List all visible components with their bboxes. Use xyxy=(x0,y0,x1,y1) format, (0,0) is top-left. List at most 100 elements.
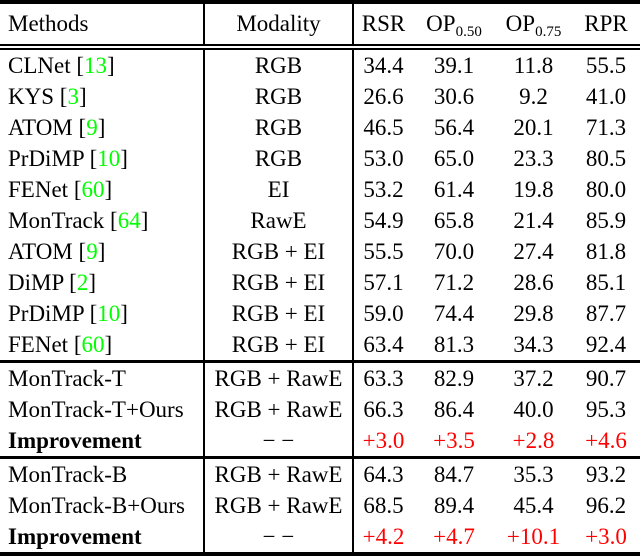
metric-value-cell: 63.4 xyxy=(352,329,413,362)
metric-value-cell: 90.7 xyxy=(585,365,627,391)
method-name: MonTrack-T+Ours xyxy=(8,396,184,422)
metric-value-cell: 59.0 xyxy=(352,298,413,329)
method-name: DiMP xyxy=(8,269,64,295)
metric-value-cell: +10.1 xyxy=(506,523,561,549)
method-name: ATOM xyxy=(8,114,73,140)
metric-value-cell: 81.3 xyxy=(433,331,475,357)
metric-value-cell: 92.4 xyxy=(585,331,627,357)
modality-cell: EI xyxy=(203,174,353,205)
col-header-rsr: RSR xyxy=(352,2,413,50)
metric-value-cell: 40.0 xyxy=(513,396,554,422)
method-cell: MonTrack-T xyxy=(0,362,204,395)
metric-value-cell: 37.2 xyxy=(513,365,554,391)
metric-value-cell: 64.3 xyxy=(352,457,413,490)
metric-value-cell: 11.8 xyxy=(513,52,554,78)
modality-cell: RGB + EI xyxy=(203,236,353,267)
metric-value-cell: +4.6 xyxy=(585,427,627,453)
table-row: MonTrack-B+Ours RGB + RawE 68.5 89.4 45.4 96.… xyxy=(0,490,640,521)
method-name: FENet xyxy=(8,331,69,357)
citation-ref: 64 xyxy=(117,207,141,233)
method-cell: MonTrack-B+Ours xyxy=(0,490,204,521)
metric-value-cell: 41.0 xyxy=(585,83,627,109)
metric-value-cell: 71.3 xyxy=(585,114,627,140)
modality-cell: RGB xyxy=(203,143,353,174)
method-name: MonTrack xyxy=(8,207,105,233)
metric-value-cell: 61.4 xyxy=(433,176,475,202)
metric-label-text: OP xyxy=(505,11,536,36)
method-name: PrDiMP xyxy=(8,145,84,171)
metric-value-cell: 80.0 xyxy=(585,176,627,202)
table-row: MonTrack [64] RawE 54.9 65.8 21.4 85.9 xyxy=(0,205,640,236)
metric-value-cell: 82.9 xyxy=(433,365,475,391)
citation-ref: 9 xyxy=(86,114,98,140)
method-cell: MonTrack [64] xyxy=(8,207,149,233)
col-header-op50: OP0.50 xyxy=(413,2,495,50)
metric-value-cell: 65.0 xyxy=(433,145,475,171)
metric-value-cell: 26.6 xyxy=(352,81,413,112)
method-name: PrDiMP xyxy=(8,300,84,326)
table-row: Improvement − − +3.0 +3.5 +2.8 +4.6 xyxy=(0,425,640,458)
modality-cell: RGB + EI xyxy=(203,329,353,362)
modality-cell: RGB + RawE xyxy=(203,490,353,521)
citation-ref: 3 xyxy=(67,83,79,109)
metric-sub-text: 0.75 xyxy=(535,24,562,40)
metric-value-cell: +4.7 xyxy=(433,523,475,549)
metric-value-cell: 34.4 xyxy=(352,47,413,81)
table-row: KYS [3] RGB 26.6 30.6 9.2 41.0 xyxy=(0,81,640,112)
metric-value-cell: 95.3 xyxy=(585,396,627,422)
row-group-2: MonTrack-T RGB + RawE 63.3 82.9 37.2 90.7 MonT… xyxy=(0,361,640,458)
method-cell: FENet [60] xyxy=(8,331,113,357)
modality-cell: RGB xyxy=(203,47,353,81)
table-row: DiMP [2] RGB + EI 57.1 71.2 28.6 85.1 xyxy=(0,267,640,298)
metric-value-cell: 74.4 xyxy=(433,300,475,326)
modality-cell: RGB xyxy=(203,112,353,143)
metric-value-cell: 89.4 xyxy=(433,492,475,518)
method-name: MonTrack-B+Ours xyxy=(8,492,185,518)
citation-ref: 9 xyxy=(86,238,98,264)
method-name: Improvement xyxy=(8,523,142,549)
metric-value-cell: 85.9 xyxy=(585,207,627,233)
metric-value-cell: +4.2 xyxy=(352,521,413,554)
metric-value-cell: 65.8 xyxy=(433,207,475,233)
metric-value-cell: 68.5 xyxy=(352,490,413,521)
metric-value-cell: 84.7 xyxy=(433,461,475,487)
metric-value-cell: 9.2 xyxy=(519,83,548,109)
table-row: MonTrack-B RGB + RawE 64.3 84.7 35.3 93.2 xyxy=(0,457,640,490)
modality-cell: RGB + RawE xyxy=(203,361,353,394)
metric-value-cell: 21.4 xyxy=(513,207,554,233)
modality-cell: RGB xyxy=(203,81,353,112)
table-row: FENet [60] RGB + EI 63.4 81.3 34.3 92.4 xyxy=(0,329,640,362)
modality-cell: RGB + EI xyxy=(203,267,353,298)
col-header-rpr: RPR xyxy=(572,2,640,50)
citation-ref: 10 xyxy=(97,145,121,171)
metric-value-cell: 23.3 xyxy=(513,145,554,171)
modality-cell: RawE xyxy=(203,205,353,236)
metric-value-cell: +3.0 xyxy=(585,523,627,549)
metric-value-cell: 85.1 xyxy=(585,269,627,295)
modality-cell: − − xyxy=(203,425,353,458)
method-name: Improvement xyxy=(8,427,142,453)
method-cell: CLNet [13] xyxy=(8,52,115,78)
metric-label-text: OP xyxy=(426,11,456,36)
metric-value-cell: 53.0 xyxy=(352,143,413,174)
table-row: FENet [60] EI 53.2 61.4 19.8 80.0 xyxy=(0,174,640,205)
method-name: ATOM xyxy=(8,238,73,264)
method-cell: ATOM [9] xyxy=(8,114,106,140)
citation-ref: 13 xyxy=(84,52,108,78)
modality-cell: RGB + EI xyxy=(203,298,353,329)
table-row: Improvement − − +4.2 +4.7 +10.1 +3.0 xyxy=(0,521,640,554)
method-name: CLNet xyxy=(8,52,71,78)
citation-ref: 60 xyxy=(81,331,105,357)
metric-value-cell: 63.3 xyxy=(352,361,413,394)
header-row: Methods Modality RSR OP0.50 OP0.75 RPR xyxy=(0,2,640,50)
table-row: MonTrack-T RGB + RawE 63.3 82.9 37.2 90.7 xyxy=(0,361,640,395)
citation-ref: 60 xyxy=(81,176,105,202)
col-header-modality: Modality xyxy=(203,2,353,50)
metric-value-cell: +3.5 xyxy=(433,427,475,453)
citation-ref: 2 xyxy=(76,269,89,295)
table-row: ATOM [9] RGB + EI 55.5 70.0 27.4 81.8 xyxy=(0,236,640,267)
method-cell: Improvement xyxy=(0,521,204,554)
method-cell: DiMP [2] xyxy=(8,269,96,295)
method-cell: ATOM [9] xyxy=(8,238,106,264)
